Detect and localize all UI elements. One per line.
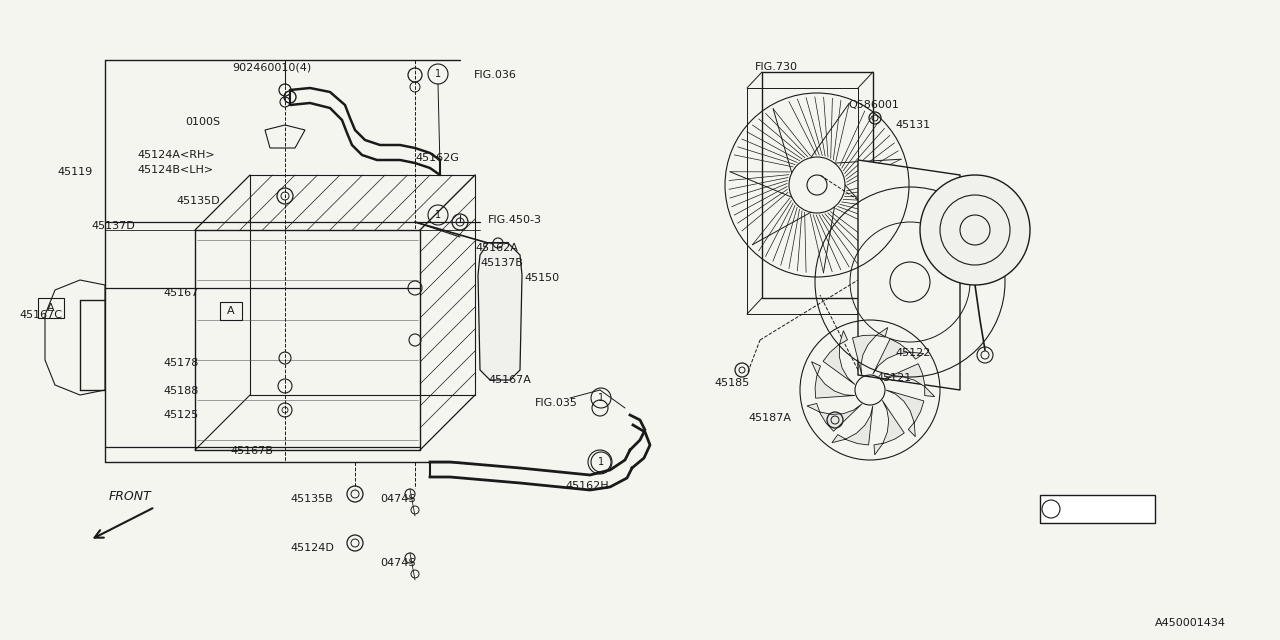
Text: 45167C: 45167C — [19, 310, 61, 320]
Polygon shape — [806, 403, 861, 431]
Text: A: A — [47, 303, 55, 313]
Polygon shape — [882, 364, 934, 397]
Text: 45167A: 45167A — [488, 375, 531, 385]
Text: 45167B: 45167B — [230, 446, 273, 456]
Text: 1: 1 — [435, 210, 442, 220]
Text: Q586001: Q586001 — [849, 100, 899, 110]
Polygon shape — [858, 160, 960, 390]
Text: 45162G: 45162G — [415, 153, 458, 163]
Circle shape — [920, 175, 1030, 285]
Text: 45135B: 45135B — [291, 494, 333, 504]
Bar — [1039, 495, 1155, 523]
Text: 45137B: 45137B — [480, 258, 522, 268]
Polygon shape — [832, 406, 873, 445]
Text: FIG.730: FIG.730 — [755, 62, 797, 72]
Text: 45124A<RH>: 45124A<RH> — [137, 150, 215, 160]
Text: FIG.036: FIG.036 — [474, 70, 517, 80]
Polygon shape — [886, 390, 924, 436]
Text: 0474S: 0474S — [380, 558, 416, 568]
Text: 45124B<LH>: 45124B<LH> — [137, 165, 214, 175]
Text: 45124D: 45124D — [291, 543, 334, 553]
Text: 45121: 45121 — [876, 373, 911, 383]
Bar — [38, 298, 64, 318]
Text: FIG.450-3: FIG.450-3 — [488, 215, 541, 225]
Text: 45162H: 45162H — [564, 481, 608, 491]
Text: 1: 1 — [598, 393, 604, 403]
Polygon shape — [823, 331, 855, 385]
Text: 45185: 45185 — [714, 378, 749, 388]
Text: 45167: 45167 — [163, 288, 198, 298]
Text: A: A — [227, 306, 234, 316]
Text: 45178: 45178 — [163, 358, 198, 368]
Text: 1: 1 — [598, 457, 604, 467]
Polygon shape — [873, 339, 924, 374]
Polygon shape — [852, 328, 888, 376]
Polygon shape — [874, 400, 904, 455]
Text: 0474S: 0474S — [380, 494, 416, 504]
Text: 0100S: 0100S — [186, 117, 220, 127]
Polygon shape — [477, 243, 522, 380]
Text: 45187A: 45187A — [748, 413, 791, 423]
Text: 1: 1 — [1048, 504, 1053, 514]
Polygon shape — [812, 362, 855, 398]
Text: 45188: 45188 — [163, 386, 198, 396]
Text: 45135D: 45135D — [177, 196, 220, 206]
Text: 1: 1 — [435, 69, 442, 79]
Text: 45137D: 45137D — [91, 221, 134, 231]
Text: W170064: W170064 — [1065, 502, 1119, 512]
Text: 45131: 45131 — [895, 120, 931, 130]
Text: 45119: 45119 — [58, 167, 92, 177]
Bar — [220, 302, 242, 320]
Text: A450001434: A450001434 — [1155, 618, 1226, 628]
Text: 45162A: 45162A — [475, 243, 518, 253]
Text: 45122: 45122 — [895, 348, 931, 358]
Text: 45150: 45150 — [524, 273, 559, 283]
Text: FIG.035: FIG.035 — [535, 398, 577, 408]
Text: 902460010(4): 902460010(4) — [232, 62, 311, 72]
Text: 45125: 45125 — [163, 410, 198, 420]
Text: FRONT: FRONT — [109, 490, 151, 503]
